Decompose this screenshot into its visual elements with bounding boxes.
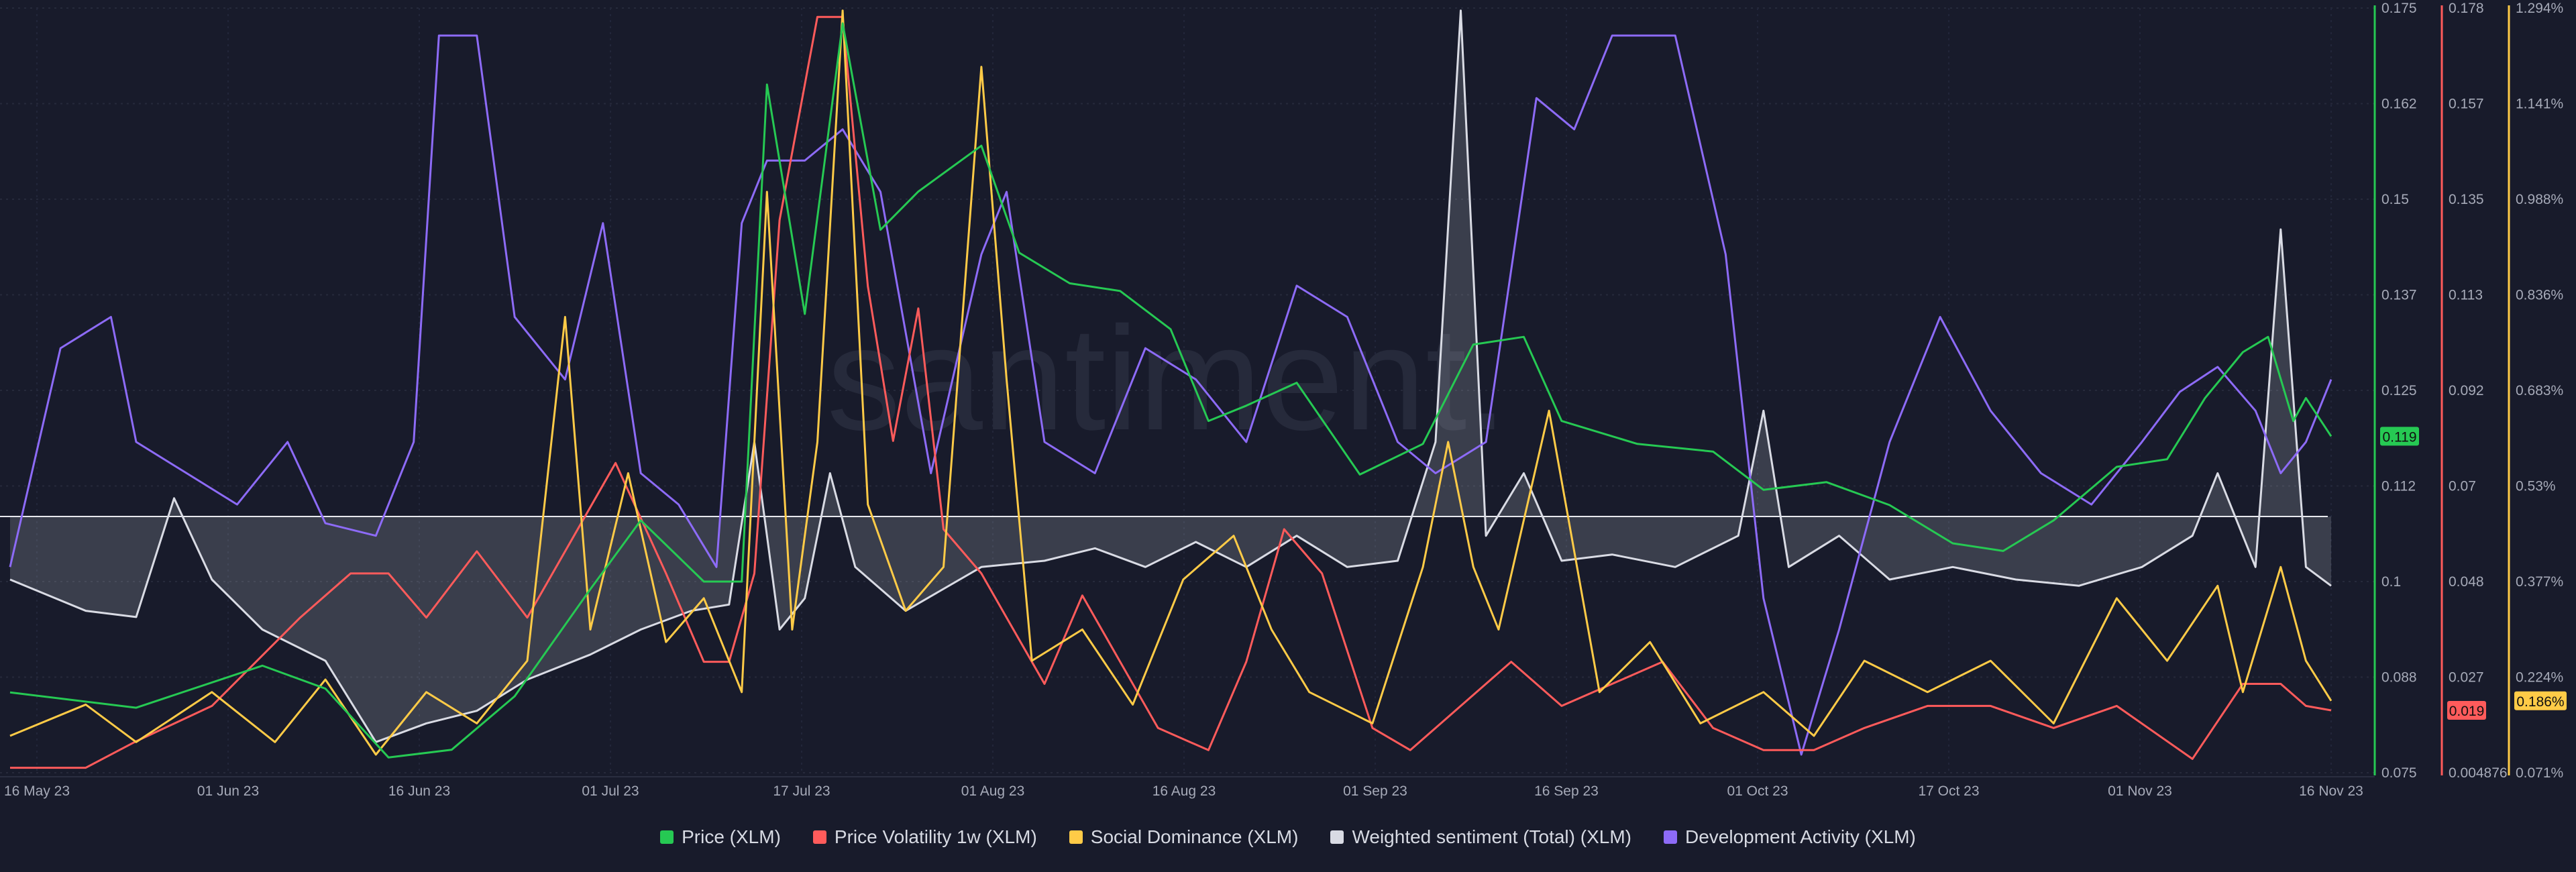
y-tick-volatility: 0.113 [2449, 288, 2483, 303]
x-tick: 01 Jun 23 [197, 783, 259, 799]
legend-swatch [1663, 830, 1677, 844]
y-tick-price: 0.075 [2381, 765, 2417, 781]
y-tick-dominance: 1.141% [2516, 97, 2563, 112]
y-tick-price: 0.1 [2381, 574, 2401, 590]
y-tick-price: 0.175 [2381, 1, 2417, 16]
y-tick-dominance: 0.377% [2516, 574, 2563, 590]
legend-item-price-volatility-1w-xlm[interactable]: Price Volatility 1w (XLM) [812, 826, 1037, 848]
current-value-badge-volatility [2447, 700, 2486, 720]
current-value-badge-dominance [2514, 691, 2567, 710]
sentiment-area [0, 10, 2331, 743]
y-tick-dominance: 1.294% [2516, 1, 2563, 16]
y-tick-price: 0.137 [2381, 288, 2417, 303]
y-tick-dominance: 0.836% [2516, 288, 2563, 303]
y-tick-dominance: 0.683% [2516, 383, 2563, 398]
current-value-badge-price [2380, 427, 2419, 446]
x-tick: 16 Aug 23 [1152, 783, 1216, 799]
y-tick-price: 0.15 [2381, 192, 2409, 207]
legend-item-development-activity-xlm[interactable]: Development Activity (XLM) [1663, 826, 1916, 848]
axes-layer: 0.175 0.162 0.15 0.137 0.125 0.112 0.1 0.088 0.0… [2373, 1, 2567, 781]
y-tick-volatility: 0.07 [2449, 479, 2476, 494]
santiment-watermark: santiment. [827, 296, 1508, 461]
x-tick: 01 Oct 23 [1727, 783, 1788, 799]
legend-label: Weighted sentiment (Total) (XLM) [1352, 826, 1631, 847]
series-line-social-dominance-xlm [9, 9, 2332, 756]
y-tick-volatility: 0.157 [2449, 97, 2484, 112]
current-value-price: 0.119 [2383, 429, 2417, 445]
x-tick: 01 Jul 23 [582, 783, 639, 799]
legend-label: Development Activity (XLM) [1684, 826, 1916, 847]
legend-swatch [1069, 830, 1083, 844]
legend-item-social-dominance-xlm[interactable]: Social Dominance (XLM) [1069, 826, 1299, 848]
x-tick: 16 May 23 [4, 783, 70, 799]
x-tick: 17 Jul 23 [773, 783, 830, 799]
legend-label: Social Dominance (XLM) [1090, 826, 1299, 847]
sentiment-area-fill [10, 10, 2331, 743]
x-tick: 01 Sep 23 [1343, 783, 1407, 799]
y-tick-volatility: 0.004876 [2449, 765, 2508, 781]
x-tick: 16 Sep 23 [1534, 783, 1599, 799]
y-tick-dominance: 0.53% [2516, 479, 2556, 494]
legend-label: Price Volatility 1w (XLM) [834, 826, 1037, 847]
y-tick-dominance: 0.224% [2516, 670, 2563, 686]
series-layer [9, 9, 2332, 769]
y-tick-price: 0.088 [2381, 670, 2417, 686]
chart-legend: Price (XLM) Price Volatility 1w (XLM) Soci… [0, 817, 2576, 857]
y-tick-price: 0.112 [2381, 479, 2416, 494]
y-tick-dominance: 0.071% [2516, 765, 2563, 781]
series-line-weighted-sentiment-total-xlm [9, 9, 2332, 743]
x-tick: 01 Nov 23 [2108, 783, 2172, 799]
legend-swatch [1330, 830, 1344, 844]
current-value-dominance: 0.186% [2516, 694, 2564, 710]
y-tick-dominance: 0.988% [2516, 192, 2563, 207]
x-axis: 16 May 23 01 Jun 23 16 Jun 23 01 Jul 23 17 J… [0, 776, 2375, 799]
y-tick-volatility: 0.027 [2449, 670, 2484, 686]
y-tick-volatility: 0.092 [2449, 383, 2484, 398]
series-line-development-activity-xlm [9, 34, 2332, 756]
legend-swatch [812, 830, 826, 844]
legend-swatch [660, 830, 674, 844]
legend-item-weighted-sentiment-total-xlm[interactable]: Weighted sentiment (Total) (XLM) [1330, 826, 1631, 848]
y-tick-volatility: 0.135 [2449, 192, 2484, 207]
x-tick: 17 Oct 23 [1918, 783, 1979, 799]
current-value-volatility: 0.019 [2449, 704, 2485, 719]
y-tick-price: 0.162 [2381, 97, 2417, 112]
grid-lines [0, 7, 2375, 773]
x-tick: 16 Jun 23 [388, 783, 450, 799]
y-tick-volatility: 0.048 [2449, 574, 2484, 590]
y-tick-price: 0.125 [2381, 383, 2417, 398]
legend-item-price-xlm[interactable]: Price (XLM) [660, 826, 781, 848]
x-tick: 01 Aug 23 [961, 783, 1025, 799]
legend-label: Price (XLM) [682, 826, 781, 847]
x-tick: 16 Nov 23 [2299, 783, 2363, 799]
y-tick-volatility: 0.178 [2449, 1, 2484, 16]
